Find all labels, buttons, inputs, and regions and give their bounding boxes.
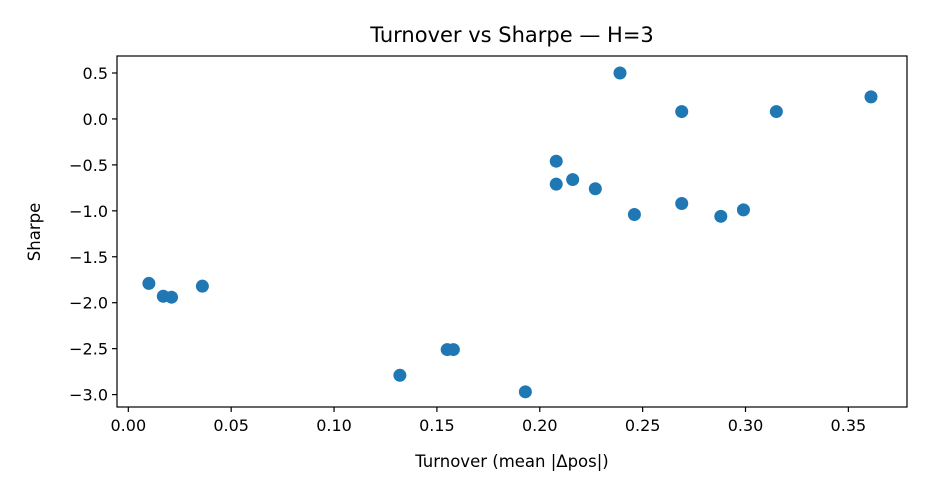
x-tick-label: 0.35 — [831, 416, 867, 435]
x-axis-label: Turnover (mean |Δpos|) — [414, 452, 609, 471]
data-point — [675, 196, 689, 210]
data-point — [549, 177, 563, 191]
data-point — [864, 90, 878, 104]
x-axis-ticks: 0.00 0.05 0.10 0.15 0.20 0.25 0.30 0.35 — [111, 407, 867, 435]
data-point — [518, 385, 532, 399]
x-tick-label: 0.25 — [625, 416, 661, 435]
y-tick-label: −3.0 — [69, 386, 108, 405]
chart-title: Turnover vs Sharpe — H=3 — [369, 23, 654, 47]
data-point — [613, 66, 627, 80]
y-axis-label: Sharpe — [25, 203, 44, 261]
data-point — [588, 182, 602, 196]
data-point — [769, 105, 783, 119]
x-tick-label: 0.10 — [316, 416, 352, 435]
x-tick-label: 0.20 — [522, 416, 558, 435]
y-tick-label: −1.5 — [69, 248, 108, 267]
y-tick-label: 0.5 — [83, 64, 108, 83]
data-point — [446, 343, 460, 357]
plot-frame — [116, 55, 908, 408]
data-point — [549, 154, 563, 168]
y-tick-label: −1.0 — [69, 202, 108, 221]
data-point — [714, 209, 728, 223]
y-tick-label: −2.0 — [69, 294, 108, 313]
data-point — [393, 368, 407, 382]
data-point — [627, 208, 641, 222]
y-tick-label: 0.0 — [83, 110, 108, 129]
x-tick-label: 0.30 — [728, 416, 764, 435]
data-point — [195, 279, 209, 293]
y-tick-label: −2.5 — [69, 340, 108, 359]
y-axis-ticks: −3.0 −2.5 −2.0 −1.5 −1.0 −0.5 0.0 0.5 — [69, 64, 117, 405]
data-point — [165, 290, 179, 304]
data-point — [566, 173, 580, 187]
y-tick-label: −0.5 — [69, 156, 108, 175]
x-tick-label: 0.00 — [111, 416, 147, 435]
data-point — [142, 276, 156, 290]
x-tick-label: 0.15 — [419, 416, 455, 435]
x-tick-label: 0.05 — [213, 416, 249, 435]
data-points — [142, 66, 878, 399]
data-point — [736, 203, 750, 217]
data-point — [675, 105, 689, 119]
